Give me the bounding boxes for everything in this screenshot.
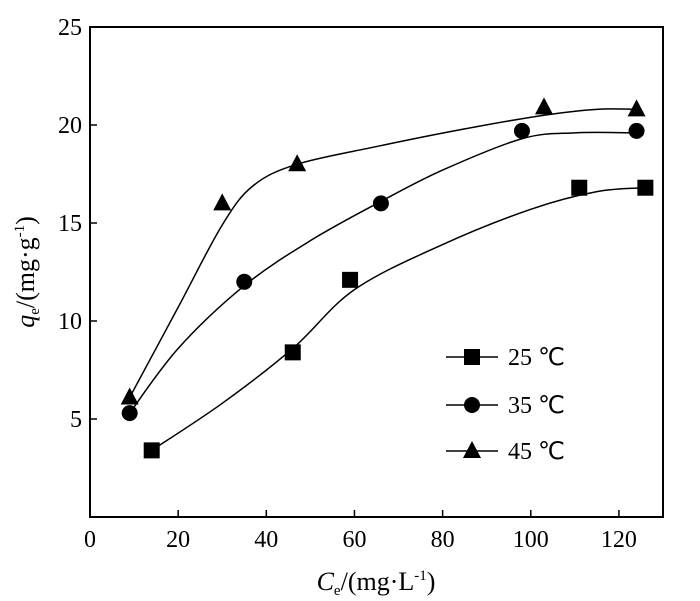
data-point-triangle	[627, 99, 646, 117]
plot-frame	[89, 26, 664, 518]
y-axis-ticks: 5 10 15 20 25	[58, 15, 97, 433]
x-tick-label: 0	[84, 527, 96, 553]
x-axis-label: Ce/(mg·L-1)	[317, 567, 436, 599]
x-tick-label: 40	[254, 527, 278, 553]
data-point-triangle	[534, 97, 553, 115]
x-tick-label: 80	[431, 527, 455, 553]
fit-curve-square	[151, 186, 646, 451]
data-point-circle	[236, 273, 253, 290]
y-tick-label: 15	[58, 211, 82, 237]
x-tick-label: 100	[513, 527, 549, 553]
legend-label: 25 ℃	[508, 345, 565, 371]
y-axis-label-group: qe/(mg·g-1)	[11, 216, 43, 328]
data-point-circle	[628, 122, 645, 139]
x-tick-label: 120	[601, 527, 637, 553]
x-tick-label: 20	[166, 527, 190, 553]
legend-marker-circle	[464, 397, 480, 413]
data-point-circle	[121, 405, 138, 422]
data-point-circle	[513, 122, 530, 139]
data-point-square	[571, 179, 588, 196]
legend-label: 45 ℃	[508, 439, 565, 465]
legend: 25 ℃ 35 ℃ 45 ℃	[446, 345, 565, 465]
data-point-triangle	[120, 387, 139, 405]
series-layer	[120, 97, 654, 459]
data-point-triangle	[213, 193, 232, 211]
legend-marker-triangle	[463, 441, 481, 458]
x-axis-ticks: 0 20 40 60 80 100 120	[84, 510, 637, 553]
fit-curve-triangle	[129, 108, 637, 398]
y-tick-label: 25	[58, 15, 82, 41]
data-point-square	[342, 271, 359, 288]
data-point-square	[637, 179, 654, 196]
data-point-square	[143, 442, 160, 459]
data-point-circle	[372, 195, 389, 212]
legend-label: 35 ℃	[508, 393, 565, 419]
y-axis-label: qe/(mg·g-1)	[11, 216, 43, 328]
x-tick-label: 60	[342, 527, 366, 553]
legend-marker-square	[464, 349, 480, 365]
y-tick-label: 20	[58, 113, 82, 139]
data-point-triangle	[288, 154, 307, 172]
data-point-square	[284, 344, 301, 361]
y-tick-label: 5	[70, 407, 82, 433]
y-tick-label: 10	[58, 309, 82, 335]
